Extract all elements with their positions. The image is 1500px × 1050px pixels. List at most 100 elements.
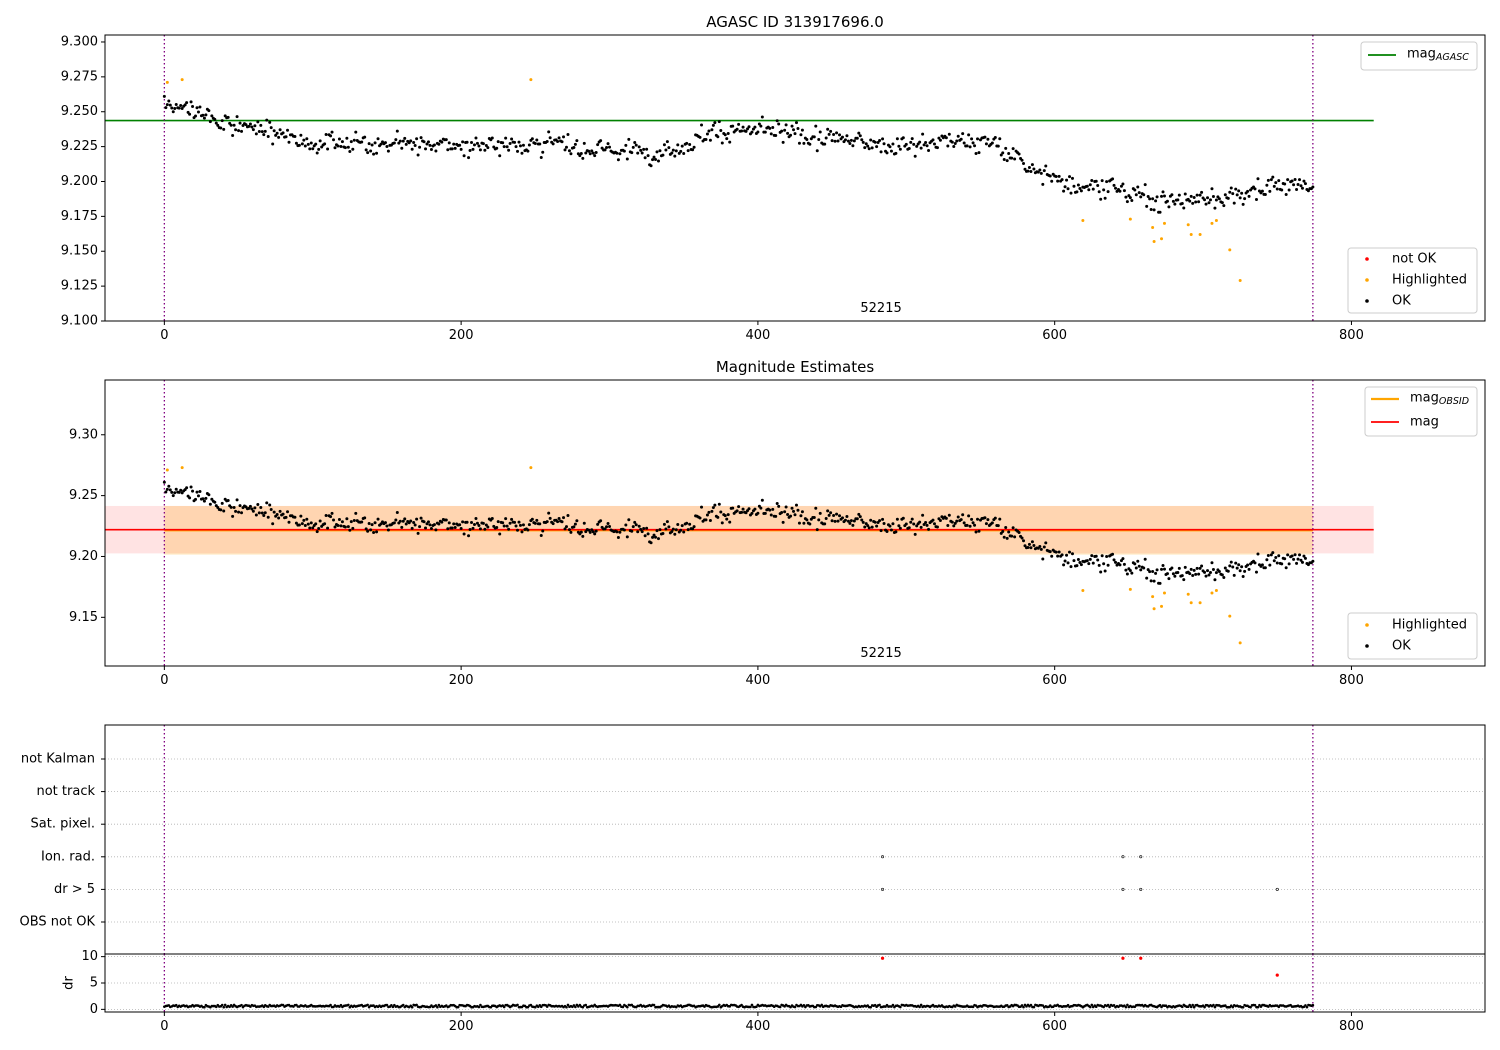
ok-point: [1079, 189, 1083, 193]
ok-point: [640, 530, 644, 534]
ok-point: [705, 513, 709, 517]
panel1-y-tick-label: 9.250: [61, 104, 98, 119]
ok-point: [352, 138, 356, 142]
ok-point: [547, 130, 551, 134]
ok-point: [1210, 187, 1214, 191]
highlighted-point: [1081, 589, 1085, 593]
ok-point: [1271, 551, 1275, 555]
ok-point: [1299, 184, 1303, 188]
ok-point: [1188, 572, 1192, 576]
ok-point: [826, 509, 830, 513]
ok-point: [1088, 183, 1092, 187]
ok-point: [1097, 190, 1101, 194]
highlighted-point: [1189, 601, 1193, 605]
ok-point: [594, 150, 598, 154]
ok-point: [1085, 184, 1089, 188]
ok-point: [311, 526, 315, 530]
ok-point: [468, 149, 472, 153]
ok-point: [189, 100, 193, 104]
ok-point: [591, 151, 595, 155]
ok-point: [179, 488, 183, 492]
ok-point: [1128, 569, 1132, 573]
ok-point: [256, 120, 260, 124]
ok-point: [259, 505, 263, 509]
ok-point: [852, 139, 856, 143]
highlighted-point: [529, 78, 533, 82]
ok-point: [756, 130, 760, 134]
dr-point: [1066, 1003, 1070, 1007]
ok-point: [1189, 567, 1193, 571]
ok-point: [1277, 554, 1281, 558]
ok-point: [210, 114, 214, 118]
ok-point: [541, 529, 545, 533]
ok-point: [336, 523, 340, 527]
ok-point: [478, 527, 482, 531]
ok-point: [437, 522, 441, 526]
ok-point: [971, 141, 975, 145]
ok-point: [308, 147, 312, 151]
ok-point: [305, 517, 309, 521]
flag-row-label: dr > 5: [54, 882, 95, 897]
ok-point: [777, 122, 781, 126]
ok-point: [533, 521, 537, 525]
ok-point: [419, 136, 423, 140]
ok-point: [915, 524, 919, 528]
ok-point: [545, 520, 549, 524]
ok-point: [792, 509, 796, 513]
ok-point: [686, 149, 690, 153]
ok-point: [947, 513, 951, 517]
ok-point: [879, 529, 883, 533]
ok-point: [708, 518, 712, 522]
ok-point: [631, 525, 635, 529]
ok-point: [428, 523, 432, 527]
ok-point: [707, 129, 711, 133]
dr-point: [891, 1003, 895, 1007]
ok-point: [1069, 191, 1073, 195]
ok-point: [618, 152, 622, 156]
ok-point: [1256, 177, 1260, 181]
ok-point: [231, 514, 235, 518]
dr-point: [1213, 1005, 1217, 1009]
ok-point: [373, 521, 377, 525]
ok-point: [1143, 183, 1147, 187]
ok-point: [836, 139, 840, 143]
ok-point: [873, 140, 877, 144]
ok-point: [953, 142, 957, 146]
ok-point: [481, 142, 485, 146]
ok-point: [260, 130, 264, 134]
ok-point: [470, 140, 474, 144]
ok-point: [1284, 192, 1288, 196]
ok-point: [719, 128, 723, 132]
ok-point: [757, 122, 761, 126]
dr-point: [1090, 1003, 1094, 1007]
ok-point: [918, 520, 922, 524]
ok-point: [475, 141, 479, 145]
ok-point: [535, 138, 539, 142]
ok-point: [698, 135, 702, 139]
ok-point: [1078, 561, 1082, 565]
ok-point: [294, 141, 298, 145]
ok-point: [1292, 557, 1296, 561]
ok-point: [204, 113, 208, 117]
ok-point: [490, 136, 494, 140]
ok-point: [567, 528, 571, 532]
dr-point: [749, 1005, 752, 1009]
ok-point: [802, 141, 806, 145]
ok-point: [504, 517, 508, 521]
ok-point: [1162, 194, 1166, 198]
ok-point: [1302, 554, 1306, 558]
ok-point: [269, 508, 273, 512]
ok-point: [416, 531, 420, 535]
ok-point: [845, 134, 849, 138]
ok-point: [1234, 561, 1238, 565]
ok-point: [692, 525, 696, 529]
ok-point: [1275, 561, 1279, 565]
ok-point: [409, 139, 413, 143]
ok-point: [633, 140, 637, 144]
ok-point: [403, 136, 407, 140]
ok-point: [1290, 554, 1294, 558]
ok-point: [1118, 189, 1122, 193]
ok-point: [286, 128, 290, 132]
ok-point: [1121, 182, 1125, 186]
dr-point: [436, 1005, 439, 1009]
